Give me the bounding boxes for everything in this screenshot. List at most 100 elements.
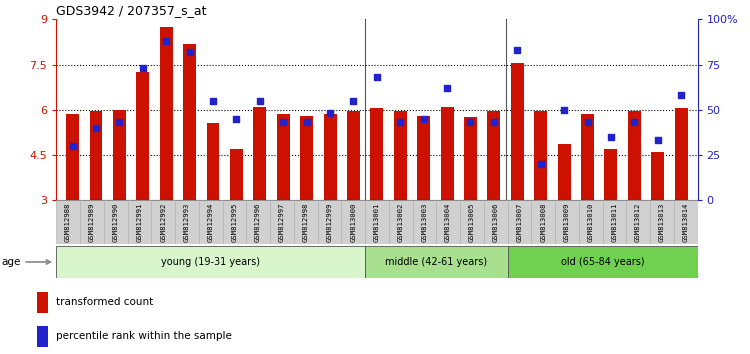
Bar	[136, 72, 149, 200]
Point	[67, 143, 79, 149]
Text: GDS3942 / 207357_s_at: GDS3942 / 207357_s_at	[56, 4, 207, 17]
Bar	[277, 114, 290, 200]
Text: GSM813004: GSM813004	[446, 202, 452, 242]
Bar	[270, 200, 294, 244]
Bar	[534, 111, 548, 200]
Bar	[37, 326, 47, 347]
Text: GSM812990: GSM812990	[112, 202, 118, 242]
Point	[324, 110, 336, 116]
Bar	[294, 200, 317, 244]
Text: GSM813002: GSM813002	[398, 202, 404, 242]
Bar	[602, 200, 626, 244]
Text: middle (42-61 years): middle (42-61 years)	[386, 257, 488, 267]
Bar	[80, 200, 104, 244]
Point	[394, 120, 406, 125]
Bar	[508, 200, 531, 244]
Point	[512, 47, 524, 53]
Bar	[246, 200, 270, 244]
Bar	[604, 149, 617, 200]
Text: GSM812993: GSM812993	[184, 202, 190, 242]
Text: GSM813009: GSM813009	[564, 202, 570, 242]
Point	[254, 98, 266, 103]
Point	[464, 120, 476, 125]
Text: GSM813007: GSM813007	[516, 202, 522, 242]
Text: GSM812989: GSM812989	[88, 202, 94, 242]
Text: GSM813003: GSM813003	[422, 202, 428, 242]
Bar	[341, 200, 365, 244]
Text: GSM812996: GSM812996	[255, 202, 261, 242]
Point	[535, 161, 547, 167]
Text: GSM813013: GSM813013	[658, 202, 664, 242]
Bar	[626, 200, 650, 244]
Point	[113, 120, 125, 125]
Point	[160, 38, 172, 44]
Text: GSM812995: GSM812995	[231, 202, 237, 242]
Bar	[650, 200, 674, 244]
Bar	[464, 117, 477, 200]
Bar	[365, 246, 508, 278]
Bar	[152, 200, 175, 244]
Text: GSM813000: GSM813000	[350, 202, 356, 242]
Bar	[365, 200, 388, 244]
Text: GSM813011: GSM813011	[611, 202, 617, 242]
Point	[488, 120, 500, 125]
Bar	[183, 44, 196, 200]
Text: GSM812998: GSM812998	[302, 202, 309, 242]
Bar	[223, 200, 246, 244]
Point	[90, 125, 102, 131]
Bar	[488, 111, 500, 200]
Bar	[441, 107, 454, 200]
Bar	[128, 200, 152, 244]
Bar	[674, 200, 698, 244]
Text: GSM813010: GSM813010	[588, 202, 594, 242]
Text: GSM813001: GSM813001	[374, 202, 380, 242]
Text: GSM812997: GSM812997	[279, 202, 285, 242]
Text: GSM813014: GSM813014	[682, 202, 688, 242]
Bar	[581, 114, 594, 200]
Point	[418, 116, 430, 122]
Bar	[413, 200, 436, 244]
Text: transformed count: transformed count	[56, 297, 153, 307]
Point	[230, 116, 242, 122]
Text: old (65-84 years): old (65-84 years)	[561, 257, 644, 267]
Bar	[531, 200, 555, 244]
Bar	[254, 107, 266, 200]
Bar	[651, 152, 664, 200]
Bar	[388, 200, 412, 244]
Point	[207, 98, 219, 103]
Bar	[230, 149, 243, 200]
Bar	[206, 123, 220, 200]
Point	[652, 138, 664, 143]
Bar	[104, 200, 128, 244]
Point	[278, 120, 290, 125]
Bar	[113, 110, 126, 200]
Point	[628, 120, 640, 125]
Bar	[370, 108, 383, 200]
Text: GSM812994: GSM812994	[208, 202, 214, 242]
Bar	[579, 200, 602, 244]
Text: GSM813008: GSM813008	[540, 202, 546, 242]
Bar	[347, 111, 360, 200]
Bar	[484, 200, 508, 244]
Bar	[175, 200, 199, 244]
Bar	[508, 246, 698, 278]
Point	[370, 74, 382, 80]
Bar	[300, 116, 313, 200]
Point	[184, 49, 196, 55]
Text: GSM812991: GSM812991	[136, 202, 142, 242]
Bar	[628, 111, 640, 200]
Bar	[324, 114, 337, 200]
Bar	[394, 111, 406, 200]
Bar	[675, 108, 688, 200]
Point	[347, 98, 359, 103]
Point	[675, 92, 687, 98]
Text: GSM813005: GSM813005	[469, 202, 475, 242]
Point	[301, 120, 313, 125]
Bar	[56, 200, 80, 244]
Bar	[460, 200, 484, 244]
Point	[441, 85, 453, 91]
Bar	[37, 292, 47, 313]
Text: percentile rank within the sample: percentile rank within the sample	[56, 331, 232, 341]
Point	[558, 107, 570, 113]
Bar	[555, 200, 579, 244]
